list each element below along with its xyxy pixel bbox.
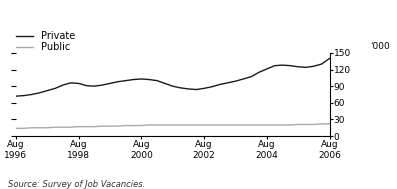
Public: [186, 124, 191, 126]
Private: [178, 87, 183, 89]
Public: [84, 125, 89, 128]
Public: [100, 125, 104, 127]
Public: [280, 124, 285, 126]
Public: [178, 124, 183, 126]
Private: [319, 63, 324, 65]
Public: [296, 123, 301, 125]
Private: [116, 81, 120, 83]
Private: [84, 84, 89, 87]
Private: [76, 82, 81, 84]
Private: [131, 78, 136, 81]
Public: [37, 127, 42, 129]
Public: [162, 124, 167, 126]
Private: [210, 86, 214, 88]
Private: [108, 82, 112, 84]
Private: [60, 84, 65, 86]
Private: [147, 78, 152, 81]
Private: [92, 85, 97, 87]
Private: [21, 94, 26, 97]
Line: Public: Public: [16, 124, 330, 128]
Public: [327, 123, 332, 125]
Public: [264, 124, 269, 126]
Private: [100, 84, 104, 86]
Private: [280, 64, 285, 66]
Public: [60, 126, 65, 128]
Private: [225, 82, 230, 84]
Private: [194, 88, 198, 91]
Public: [92, 125, 97, 128]
Public: [108, 125, 112, 127]
Public: [288, 124, 293, 126]
Private: [123, 80, 128, 82]
Private: [139, 78, 144, 80]
Text: '000: '000: [370, 42, 390, 51]
Public: [304, 123, 308, 125]
Public: [241, 124, 246, 126]
Public: [170, 124, 175, 126]
Public: [256, 124, 261, 126]
Private: [218, 83, 222, 86]
Public: [202, 124, 206, 126]
Private: [170, 85, 175, 87]
Public: [53, 126, 58, 128]
Private: [154, 80, 159, 82]
Public: [76, 125, 81, 128]
Private: [256, 71, 261, 74]
Public: [218, 124, 222, 126]
Private: [249, 76, 253, 78]
Private: [13, 95, 18, 97]
Private: [296, 66, 301, 68]
Private: [272, 64, 277, 67]
Private: [68, 82, 73, 84]
Public: [13, 127, 18, 129]
Public: [139, 124, 144, 127]
Private: [37, 92, 42, 94]
Private: [327, 57, 332, 60]
Private: [233, 80, 238, 82]
Legend: Private, Public: Private, Public: [16, 31, 75, 52]
Private: [29, 93, 34, 96]
Public: [249, 124, 253, 126]
Public: [233, 124, 238, 126]
Private: [202, 87, 206, 90]
Public: [116, 125, 120, 127]
Public: [154, 124, 159, 126]
Public: [311, 123, 316, 125]
Private: [241, 78, 246, 80]
Public: [68, 126, 73, 128]
Private: [186, 88, 191, 90]
Public: [272, 124, 277, 126]
Private: [264, 68, 269, 70]
Line: Private: Private: [16, 58, 330, 96]
Private: [53, 87, 58, 90]
Public: [29, 127, 34, 129]
Public: [194, 124, 198, 126]
Public: [131, 124, 136, 127]
Public: [123, 124, 128, 127]
Public: [319, 123, 324, 125]
Text: Source: Survey of Job Vacancies.: Source: Survey of Job Vacancies.: [8, 180, 145, 189]
Public: [210, 124, 214, 126]
Private: [162, 82, 167, 84]
Public: [45, 127, 50, 129]
Private: [288, 64, 293, 67]
Public: [225, 124, 230, 126]
Private: [311, 65, 316, 67]
Public: [147, 124, 152, 126]
Public: [21, 127, 26, 129]
Private: [45, 89, 50, 92]
Private: [304, 66, 308, 68]
